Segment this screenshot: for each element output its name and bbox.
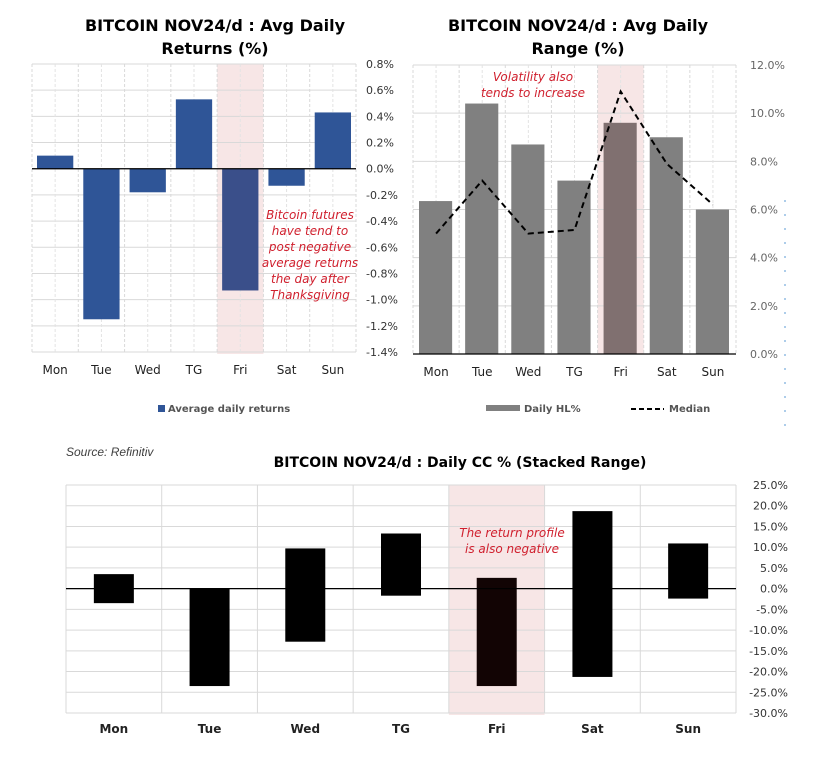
range-bar: [381, 533, 421, 596]
y-tick-label: -25.0%: [749, 686, 788, 699]
bar: [649, 137, 683, 354]
bar: [129, 168, 166, 193]
y-tick-label: -0.4%: [366, 215, 398, 228]
x-tick-label: Wed: [291, 722, 321, 736]
bar: [557, 180, 591, 354]
bar: [222, 168, 259, 291]
x-tick-label: Tue: [471, 365, 493, 379]
legend-swatch: [486, 405, 520, 411]
annotation-text: tends to increase: [481, 86, 585, 100]
y-tick-label: -15.0%: [749, 645, 788, 658]
chart-title: BITCOIN NOV24/d : Daily CC % (Stacked Ra…: [274, 455, 647, 471]
y-tick-label: -10.0%: [749, 624, 788, 637]
x-tick-label: Wed: [135, 363, 161, 377]
legend-label: Daily HL%: [524, 404, 581, 415]
bar: [268, 168, 305, 186]
x-tick-label: Sat: [657, 365, 677, 379]
bar: [695, 209, 729, 354]
x-tick-label: Sun: [675, 722, 701, 736]
y-tick-label: -5.0%: [756, 603, 788, 616]
y-tick-label: 0.8%: [366, 58, 394, 71]
legend-swatch: [158, 405, 165, 412]
y-tick-label: 8.0%: [750, 155, 778, 168]
annotation-text: The return profile: [459, 526, 564, 540]
y-tick-label: 5.0%: [760, 562, 788, 575]
range-bar: [572, 511, 613, 677]
bar: [37, 155, 74, 169]
y-tick-label: 0.6%: [366, 84, 394, 97]
bar: [314, 112, 351, 169]
x-tick-label: Fri: [488, 722, 505, 736]
annotation-text: Bitcoin futures: [266, 208, 354, 222]
x-tick-label: TG: [565, 365, 583, 379]
bar: [511, 144, 545, 354]
x-tick-label: Fri: [233, 363, 247, 377]
source-note: Source: Refinitiv: [66, 445, 154, 459]
bar: [83, 168, 120, 320]
x-tick-label: Tue: [90, 363, 112, 377]
annotation-text: the day after: [271, 272, 350, 286]
annotation-text: is also negative: [465, 542, 559, 556]
range-bar: [668, 543, 709, 599]
bar: [603, 122, 637, 354]
x-tick-label: Sun: [321, 363, 344, 377]
y-tick-label: -0.8%: [366, 267, 398, 280]
legend-label: Average daily returns: [168, 404, 290, 415]
annotation-text: average returns: [262, 256, 358, 270]
legend-label: Median: [669, 404, 710, 415]
x-tick-label: Tue: [198, 722, 222, 736]
y-tick-label: -20.0%: [749, 666, 788, 679]
x-tick-label: Wed: [515, 365, 541, 379]
bar: [175, 99, 213, 169]
y-tick-label: 12.0%: [750, 59, 785, 72]
y-tick-label: -0.6%: [366, 241, 398, 254]
y-tick-label: -30.0%: [749, 707, 788, 720]
y-tick-label: 0.2%: [366, 137, 394, 150]
median-line: [435, 89, 714, 235]
range-bar: [189, 588, 230, 687]
y-tick-label: 10.0%: [750, 107, 785, 120]
x-tick-label: TG: [185, 363, 203, 377]
y-tick-label: 25.0%: [753, 479, 788, 492]
annotation-text: have tend to: [272, 224, 348, 238]
annotation-text: Volatility also: [493, 70, 573, 84]
y-tick-label: -1.2%: [366, 320, 398, 333]
x-tick-label: Mon: [42, 363, 67, 377]
y-tick-label: 10.0%: [753, 541, 788, 554]
y-tick-label: 0.0%: [760, 583, 788, 596]
chart-title: Returns (%): [161, 39, 268, 58]
y-tick-label: 15.0%: [753, 520, 788, 533]
y-tick-label: 0.0%: [750, 348, 778, 361]
y-tick-label: -0.2%: [366, 189, 398, 202]
y-tick-label: 0.0%: [366, 163, 394, 176]
chart-title: BITCOIN NOV24/d : Avg Daily: [448, 16, 709, 35]
chart-title: BITCOIN NOV24/d : Avg Daily: [85, 16, 346, 35]
range-bar: [285, 548, 326, 642]
x-tick-label: Sun: [702, 365, 725, 379]
x-tick-label: Mon: [99, 722, 128, 736]
bar: [465, 103, 499, 355]
y-tick-label: 0.4%: [366, 110, 394, 123]
chart-title: Range (%): [531, 39, 624, 58]
bar: [419, 201, 453, 354]
x-tick-label: Sat: [277, 363, 297, 377]
range-bar: [476, 577, 517, 687]
x-tick-label: TG: [392, 722, 410, 736]
y-tick-label: 20.0%: [753, 500, 788, 513]
y-tick-label: 4.0%: [750, 252, 778, 265]
y-tick-label: 2.0%: [750, 300, 778, 313]
annotation-text: Thanksgiving: [270, 288, 350, 302]
y-tick-label: -1.0%: [366, 294, 398, 307]
x-tick-label: Sat: [581, 722, 604, 736]
y-tick-label: -1.4%: [366, 346, 398, 359]
x-tick-label: Mon: [423, 365, 448, 379]
y-tick-label: 6.0%: [750, 204, 778, 217]
annotation-text: post negative: [268, 240, 351, 254]
x-tick-label: Fri: [613, 365, 627, 379]
